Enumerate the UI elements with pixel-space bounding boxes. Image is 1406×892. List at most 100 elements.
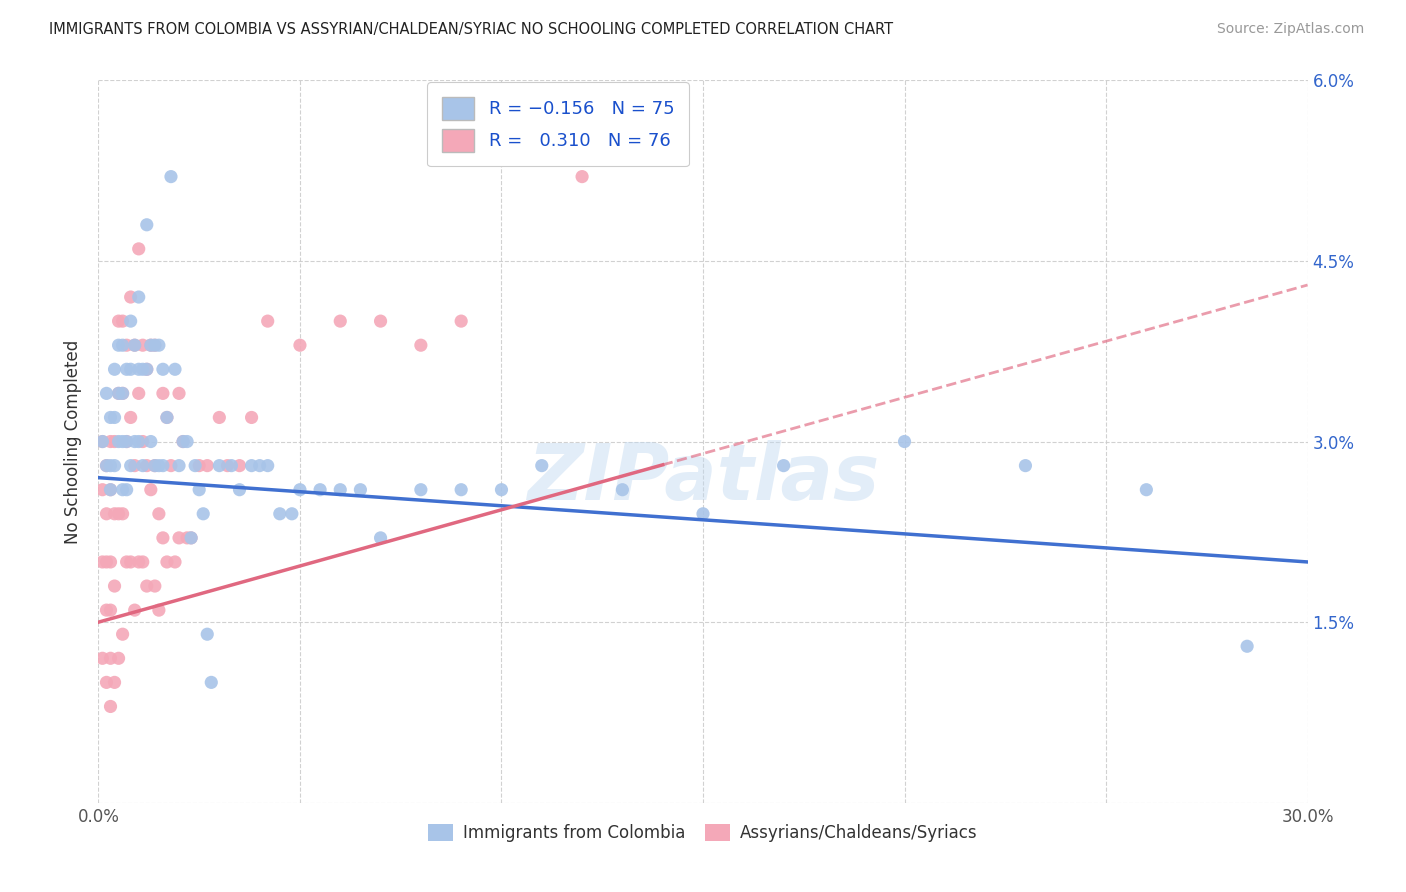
Point <box>188 483 211 497</box>
Point <box>180 531 202 545</box>
Point <box>893 434 915 449</box>
Point <box>612 483 634 497</box>
Point <box>96 555 118 569</box>
Point <box>1014 458 1036 473</box>
Point <box>107 386 129 401</box>
Point <box>135 362 157 376</box>
Point <box>103 675 125 690</box>
Point <box>156 410 179 425</box>
Point <box>193 507 215 521</box>
Point <box>111 483 134 497</box>
Point <box>111 314 134 328</box>
Point <box>111 627 134 641</box>
Point <box>143 338 166 352</box>
Point <box>96 458 118 473</box>
Point <box>111 507 134 521</box>
Point <box>139 483 162 497</box>
Point <box>128 242 150 256</box>
Point <box>115 434 138 449</box>
Point <box>100 699 122 714</box>
Point <box>96 458 118 473</box>
Point <box>91 434 114 449</box>
Point <box>148 603 170 617</box>
Point <box>143 458 166 473</box>
Point <box>156 410 179 425</box>
Point <box>124 603 146 617</box>
Point <box>100 458 122 473</box>
Point <box>163 362 186 376</box>
Point <box>152 458 174 473</box>
Point <box>139 434 162 449</box>
Point <box>530 458 553 473</box>
Point <box>96 603 118 617</box>
Point <box>152 362 174 376</box>
Point <box>120 555 142 569</box>
Point <box>240 458 263 473</box>
Point <box>103 434 125 449</box>
Point <box>132 434 155 449</box>
Point <box>256 458 278 473</box>
Point <box>1236 639 1258 653</box>
Point <box>240 410 263 425</box>
Point <box>91 651 114 665</box>
Point <box>195 627 218 641</box>
Point <box>160 169 183 184</box>
Point <box>208 458 231 473</box>
Point <box>91 483 114 497</box>
Point <box>103 362 125 376</box>
Point <box>115 434 138 449</box>
Legend: Immigrants from Colombia, Assyrians/Chaldeans/Syriacs: Immigrants from Colombia, Assyrians/Chal… <box>422 817 984 848</box>
Point <box>132 338 155 352</box>
Point <box>148 458 170 473</box>
Point <box>491 483 513 497</box>
Point <box>100 603 122 617</box>
Point <box>217 458 239 473</box>
Point <box>370 314 392 328</box>
Point <box>107 386 129 401</box>
Point <box>176 531 198 545</box>
Point <box>148 507 170 521</box>
Point <box>143 338 166 352</box>
Point <box>228 458 250 473</box>
Point <box>107 434 129 449</box>
Point <box>329 483 352 497</box>
Point <box>128 386 150 401</box>
Point <box>135 218 157 232</box>
Point <box>184 458 207 473</box>
Point <box>221 458 243 473</box>
Point <box>103 507 125 521</box>
Point <box>103 579 125 593</box>
Point <box>349 483 371 497</box>
Point <box>120 410 142 425</box>
Point <box>139 338 162 352</box>
Point <box>167 386 190 401</box>
Point <box>160 458 183 473</box>
Point <box>91 434 114 449</box>
Text: Source: ZipAtlas.com: Source: ZipAtlas.com <box>1216 22 1364 37</box>
Point <box>249 458 271 473</box>
Point <box>309 483 332 497</box>
Point <box>132 555 155 569</box>
Point <box>96 386 118 401</box>
Point <box>172 434 194 449</box>
Point <box>132 458 155 473</box>
Point <box>128 290 150 304</box>
Point <box>409 338 432 352</box>
Point <box>100 483 122 497</box>
Point <box>107 507 129 521</box>
Point <box>167 531 190 545</box>
Point <box>115 338 138 352</box>
Point <box>172 434 194 449</box>
Point <box>288 338 311 352</box>
Point <box>132 362 155 376</box>
Point <box>100 434 122 449</box>
Point <box>208 410 231 425</box>
Point <box>180 531 202 545</box>
Point <box>135 579 157 593</box>
Point <box>281 507 304 521</box>
Point <box>128 434 150 449</box>
Point <box>163 555 186 569</box>
Point <box>115 362 138 376</box>
Point <box>107 314 129 328</box>
Text: ZIPatlas: ZIPatlas <box>527 440 879 516</box>
